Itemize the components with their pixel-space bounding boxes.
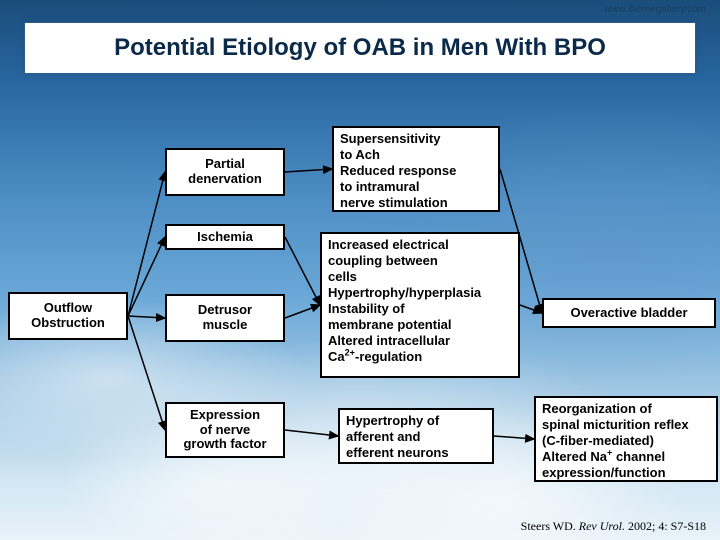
citation-journal: Rev Urol.: [579, 519, 625, 533]
node-ischemia: Ischemia: [165, 224, 285, 250]
citation-author: Steers WD.: [521, 519, 576, 533]
url-label: www.themegallery.com: [604, 4, 706, 15]
title-bar: Potential Etiology of OAB in Men With BP…: [24, 22, 696, 74]
node-super: Supersensitivityto AchReduced responseto…: [332, 126, 500, 212]
node-outflow: Outflow Obstruction: [8, 292, 128, 340]
node-ngf: Expression of nerve growth factor: [165, 402, 285, 458]
node-reorg: Reorganization ofspinal micturition refl…: [534, 396, 718, 482]
node-elec: Increased electricalcoupling betweencell…: [320, 232, 520, 378]
node-detrusor: Detrusor muscle: [165, 294, 285, 342]
node-hyper: Hypertrophy ofafferent andefferent neuro…: [338, 408, 494, 464]
page-title: Potential Etiology of OAB in Men With BP…: [114, 34, 606, 62]
node-partial: Partial denervation: [165, 148, 285, 196]
node-oab: Overactive bladder: [542, 298, 716, 328]
citation-rest: 2002; 4: S7-S18: [625, 519, 706, 533]
citation: Steers WD. Rev Urol. 2002; 4: S7-S18: [521, 519, 706, 534]
